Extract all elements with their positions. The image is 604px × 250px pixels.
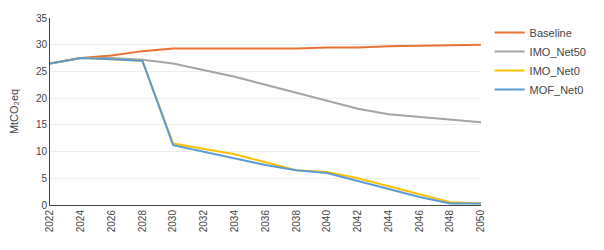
svg-text:30: 30 <box>36 39 48 50</box>
svg-text:2022: 2022 <box>44 210 55 233</box>
svg-text:2042: 2042 <box>352 210 363 233</box>
svg-text:0: 0 <box>41 200 47 211</box>
svg-text:2048: 2048 <box>444 210 455 233</box>
svg-text:2038: 2038 <box>291 210 302 233</box>
svg-text:MtCO₂eq: MtCO₂eq <box>8 89 20 134</box>
svg-text:2040: 2040 <box>321 210 332 233</box>
svg-text:2046: 2046 <box>414 210 425 233</box>
svg-text:35: 35 <box>36 13 48 24</box>
svg-text:2026: 2026 <box>106 210 117 233</box>
svg-text:10: 10 <box>36 146 48 157</box>
svg-text:IMO_Net0: IMO_Net0 <box>530 65 580 77</box>
svg-text:Baseline: Baseline <box>530 27 572 39</box>
svg-text:2030: 2030 <box>167 210 178 233</box>
svg-text:2050: 2050 <box>475 210 486 233</box>
svg-text:2024: 2024 <box>75 210 86 233</box>
svg-text:20: 20 <box>36 93 48 104</box>
svg-text:2032: 2032 <box>198 210 209 233</box>
svg-text:2044: 2044 <box>383 210 394 233</box>
svg-text:IMO_Net50: IMO_Net50 <box>530 46 586 58</box>
svg-text:MOF_Net0: MOF_Net0 <box>530 84 584 96</box>
svg-text:5: 5 <box>41 173 47 184</box>
svg-text:25: 25 <box>36 66 48 77</box>
svg-text:2036: 2036 <box>260 210 271 233</box>
svg-text:2028: 2028 <box>137 210 148 233</box>
svg-text:2034: 2034 <box>229 210 240 233</box>
svg-text:15: 15 <box>36 119 48 130</box>
